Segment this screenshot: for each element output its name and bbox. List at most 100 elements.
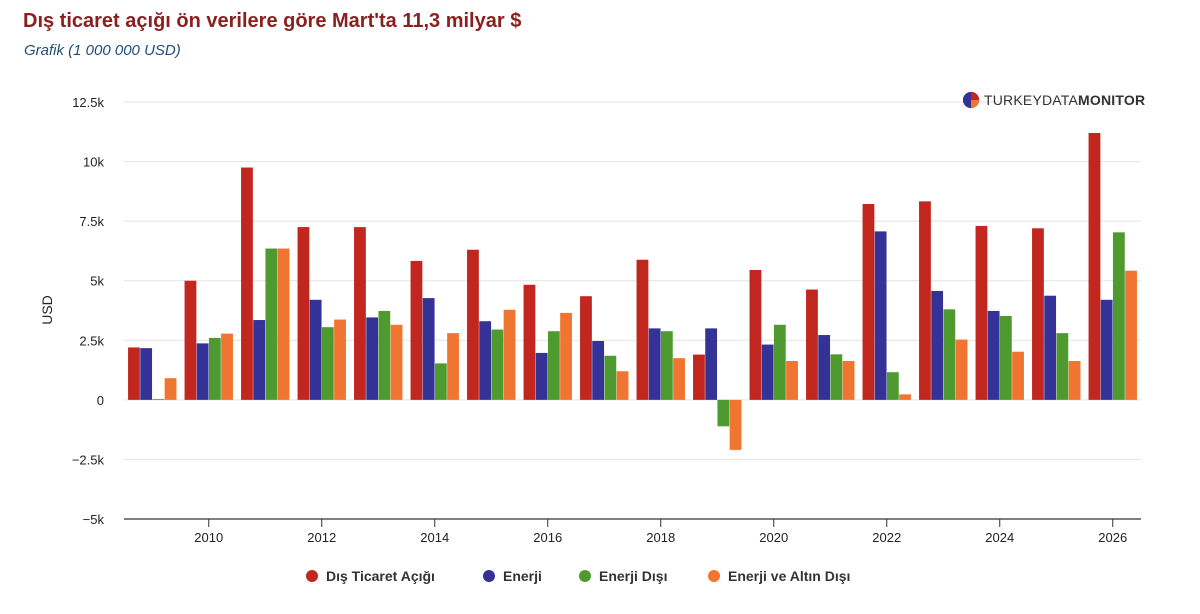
bar-2024-series-4[interactable]	[1012, 351, 1024, 400]
x-tick-label: 2020	[759, 530, 788, 545]
y-tick-label: 2.5k	[79, 333, 104, 348]
bar-2025-series-4[interactable]	[1068, 361, 1081, 400]
brand-pie-icon	[962, 91, 980, 109]
bar-2021-series-4[interactable]	[842, 361, 855, 400]
bar-2022-series-2[interactable]	[874, 231, 887, 400]
bar-2011-series-1[interactable]	[241, 167, 253, 400]
bar-2018-series-1[interactable]	[636, 259, 649, 400]
bar-2025-series-2[interactable]	[1044, 295, 1057, 400]
bar-2020-series-1[interactable]	[749, 269, 762, 400]
bar-2012-series-2[interactable]	[309, 299, 322, 400]
y-tick-label: −2.5k	[72, 452, 105, 467]
bar-2019-series-2[interactable]	[705, 328, 718, 400]
bar-2010-series-2[interactable]	[196, 343, 209, 400]
bar-2016-series-3[interactable]	[547, 331, 560, 400]
bar-2012-series-3[interactable]	[321, 327, 334, 400]
brand-text-part1: TURKEYDATA	[984, 92, 1079, 108]
bar-2010-series-4[interactable]	[221, 333, 233, 400]
bar-2013-series-1[interactable]	[354, 227, 366, 400]
bar-2021-series-2[interactable]	[818, 335, 831, 400]
bar-2015-series-2[interactable]	[479, 321, 492, 400]
bar-2020-series-2[interactable]	[761, 344, 774, 400]
legend-item-2[interactable]: Enerji	[483, 568, 542, 584]
x-axis-ticks: 2010 2012 2014 2016 2018 2020 2022 2024 2026	[194, 519, 1127, 545]
bar-2025-series-1[interactable]	[1032, 228, 1044, 400]
bar-2016-series-2[interactable]	[535, 352, 548, 400]
bar-2024-series-2[interactable]	[987, 310, 1000, 400]
bar-2009-series-2[interactable]	[140, 348, 153, 400]
bar-2009-series-1[interactable]	[128, 347, 140, 400]
legend-marker	[483, 570, 495, 582]
bar-2016-series-1[interactable]	[523, 284, 536, 400]
bar-2020-series-4[interactable]	[786, 361, 798, 400]
bar-2024-series-3[interactable]	[999, 315, 1012, 400]
bar-2025-series-3[interactable]	[1056, 333, 1069, 400]
bar-2015-series-1[interactable]	[467, 249, 479, 400]
y-tick-label: −5k	[83, 512, 105, 527]
bar-2018-series-2[interactable]	[648, 328, 661, 400]
bar-2022-series-4[interactable]	[899, 394, 911, 400]
bar-2013-series-2[interactable]	[366, 317, 379, 400]
legend-label: Enerji ve Altın Dışı	[728, 568, 850, 584]
bar-2012-series-4[interactable]	[334, 319, 346, 400]
legend-item-4[interactable]: Enerji ve Altın Dışı	[708, 568, 850, 584]
legend-item-1[interactable]: Dış Ticaret Açığı	[306, 568, 435, 584]
bar-2015-series-3[interactable]	[491, 329, 504, 400]
bar-2017-series-2[interactable]	[592, 341, 605, 400]
bar-2017-series-4[interactable]	[616, 371, 629, 400]
y-axis-label: USD	[39, 295, 55, 325]
y-tick-label: 12.5k	[72, 95, 104, 110]
bar-2017-series-3[interactable]	[604, 355, 617, 400]
bar-2018-series-4[interactable]	[673, 358, 685, 400]
bar-2022-series-1[interactable]	[862, 203, 875, 400]
bar-2011-series-3[interactable]	[265, 248, 278, 400]
bar-2012-series-1[interactable]	[297, 227, 310, 400]
bar-2014-series-2[interactable]	[422, 298, 435, 400]
brand-text-part2: MONITOR	[1078, 92, 1146, 108]
y-tick-label: 5k	[90, 274, 104, 289]
bar-2022-series-3[interactable]	[886, 372, 899, 400]
y-axis-ticks: −5k −2.5k 0 2.5k 5k 7.5k 10k 12.5k	[72, 95, 105, 527]
bar-2026-series-2[interactable]	[1100, 299, 1113, 400]
chart-title: Dış ticaret açığı ön verilere göre Mart'…	[23, 10, 522, 32]
bar-2021-series-1[interactable]	[806, 289, 818, 400]
bar-2014-series-1[interactable]	[410, 260, 423, 400]
bar-2011-series-4[interactable]	[277, 248, 290, 400]
y-tick-label: 0	[97, 393, 104, 408]
legend-label: Dış Ticaret Açığı	[326, 568, 435, 584]
bar-2026-series-1[interactable]	[1088, 132, 1101, 400]
bar-2010-series-3[interactable]	[208, 337, 221, 400]
bar-2015-series-4[interactable]	[503, 309, 516, 400]
legend: Dış Ticaret Açığı Enerji Enerji Dışı Enerji…	[306, 568, 850, 584]
bar-2014-series-3[interactable]	[434, 363, 447, 400]
legend-marker	[579, 570, 591, 582]
bar-2014-series-4[interactable]	[447, 333, 459, 400]
bar-2017-series-1[interactable]	[580, 296, 592, 400]
bar-2013-series-4[interactable]	[390, 324, 403, 400]
x-tick-label: 2012	[307, 530, 336, 545]
bar-2023-series-2[interactable]	[931, 290, 944, 400]
bar-2013-series-3[interactable]	[378, 310, 391, 400]
bar-2023-series-3[interactable]	[943, 309, 956, 400]
bar-2026-series-4[interactable]	[1125, 270, 1137, 400]
bar-2019-series-4[interactable]	[729, 399, 742, 450]
bar-2019-series-1[interactable]	[693, 354, 705, 400]
bar-2010-series-1[interactable]	[184, 280, 197, 400]
bar-2023-series-1[interactable]	[919, 201, 931, 400]
bar-2009-series-3[interactable]	[152, 399, 165, 400]
bar-2023-series-4[interactable]	[955, 339, 968, 400]
bar-2021-series-3[interactable]	[830, 354, 843, 400]
bar-2016-series-4[interactable]	[560, 312, 572, 400]
bar-2011-series-2[interactable]	[253, 320, 266, 400]
x-tick-label: 2016	[533, 530, 562, 545]
bar-2018-series-3[interactable]	[660, 331, 673, 400]
legend-marker	[306, 570, 318, 582]
legend-item-3[interactable]: Enerji Dışı	[579, 568, 667, 584]
y-tick-label: 7.5k	[79, 214, 104, 229]
bar-2026-series-3[interactable]	[1112, 232, 1125, 400]
bar-2024-series-1[interactable]	[975, 225, 988, 400]
bar-2020-series-3[interactable]	[773, 324, 786, 400]
bar-2019-series-3[interactable]	[717, 399, 730, 427]
bar-2009-series-4[interactable]	[164, 378, 177, 400]
